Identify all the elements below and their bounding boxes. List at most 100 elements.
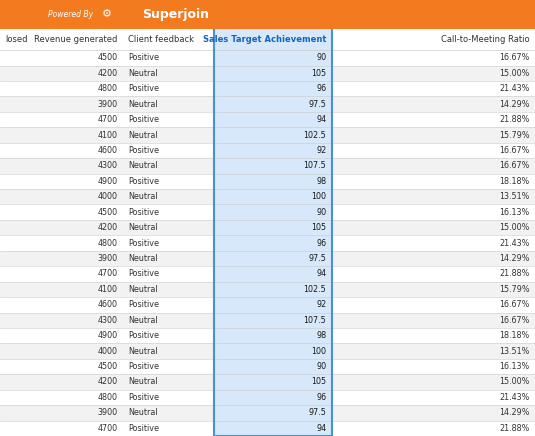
Text: ⚙: ⚙ [102,9,112,19]
FancyBboxPatch shape [0,251,535,266]
Text: Positive: Positive [128,269,159,279]
Text: 14.29%: 14.29% [499,254,530,263]
FancyBboxPatch shape [214,328,332,344]
FancyBboxPatch shape [0,174,535,189]
Text: 16.67%: 16.67% [499,300,530,309]
FancyBboxPatch shape [0,158,535,174]
Text: 21.88%: 21.88% [499,424,530,433]
Text: 3900: 3900 [97,100,118,109]
FancyBboxPatch shape [214,189,332,204]
Text: 105: 105 [311,69,326,78]
Text: 4500: 4500 [97,208,118,217]
Text: 98: 98 [316,331,326,340]
Text: Positive: Positive [128,53,159,62]
FancyBboxPatch shape [0,220,535,235]
FancyBboxPatch shape [214,235,332,251]
FancyBboxPatch shape [0,359,535,374]
Text: Positive: Positive [128,146,159,155]
Text: Powered By: Powered By [48,10,93,19]
Text: 94: 94 [316,424,326,433]
FancyBboxPatch shape [0,282,535,297]
FancyBboxPatch shape [0,112,535,127]
FancyBboxPatch shape [0,28,535,50]
FancyBboxPatch shape [0,96,535,112]
Text: 90: 90 [316,208,326,217]
FancyBboxPatch shape [0,143,535,158]
FancyBboxPatch shape [214,143,332,158]
Text: 4900: 4900 [97,177,118,186]
Text: 16.67%: 16.67% [499,146,530,155]
Text: 3900: 3900 [97,254,118,263]
Text: 4100: 4100 [98,130,118,140]
Text: Revenue generated: Revenue generated [34,35,118,44]
FancyBboxPatch shape [0,204,535,220]
Text: 15.79%: 15.79% [499,130,530,140]
Text: Neutral: Neutral [128,192,158,201]
FancyBboxPatch shape [0,374,535,390]
Text: 4100: 4100 [98,285,118,294]
Text: 21.43%: 21.43% [499,84,530,93]
FancyBboxPatch shape [0,313,535,328]
Text: Neutral: Neutral [128,69,158,78]
Text: Neutral: Neutral [128,347,158,356]
FancyBboxPatch shape [0,266,535,282]
Text: Positive: Positive [128,238,159,248]
Text: 97.5: 97.5 [309,100,326,109]
Text: Neutral: Neutral [128,285,158,294]
FancyBboxPatch shape [214,81,332,96]
Text: 107.5: 107.5 [303,316,326,325]
FancyBboxPatch shape [214,390,332,405]
Text: 4000: 4000 [98,347,118,356]
Text: Positive: Positive [128,424,159,433]
Text: 15.00%: 15.00% [499,223,530,232]
FancyBboxPatch shape [214,204,332,220]
Text: Superjoin: Superjoin [142,8,209,20]
Text: 21.43%: 21.43% [499,238,530,248]
FancyBboxPatch shape [0,189,535,204]
Text: 4300: 4300 [98,316,118,325]
FancyBboxPatch shape [0,50,535,65]
Text: 3900: 3900 [97,409,118,417]
Text: Call-to-Meeting Ratio: Call-to-Meeting Ratio [441,35,530,44]
FancyBboxPatch shape [0,81,535,96]
FancyBboxPatch shape [0,297,535,313]
FancyBboxPatch shape [214,174,332,189]
Text: 13.51%: 13.51% [499,347,530,356]
Text: Positive: Positive [128,115,159,124]
Text: Positive: Positive [128,300,159,309]
Text: Neutral: Neutral [128,130,158,140]
Text: 102.5: 102.5 [303,285,326,294]
Text: 16.67%: 16.67% [499,161,530,170]
FancyBboxPatch shape [214,50,332,65]
Text: Neutral: Neutral [128,223,158,232]
FancyBboxPatch shape [214,220,332,235]
Text: Positive: Positive [128,362,159,371]
FancyBboxPatch shape [214,266,332,282]
FancyBboxPatch shape [214,421,332,436]
FancyBboxPatch shape [0,421,535,436]
Text: 4600: 4600 [98,300,118,309]
FancyBboxPatch shape [0,390,535,405]
FancyBboxPatch shape [214,251,332,266]
Text: 100: 100 [311,192,326,201]
FancyBboxPatch shape [214,65,332,81]
Text: 98: 98 [316,177,326,186]
Text: Neutral: Neutral [128,161,158,170]
Text: 14.29%: 14.29% [499,100,530,109]
Text: 4300: 4300 [98,161,118,170]
Text: 4500: 4500 [97,53,118,62]
FancyBboxPatch shape [214,282,332,297]
Text: 18.18%: 18.18% [499,331,530,340]
FancyBboxPatch shape [0,344,535,359]
FancyBboxPatch shape [214,96,332,112]
FancyBboxPatch shape [0,0,535,28]
FancyBboxPatch shape [0,328,535,344]
Text: 16.67%: 16.67% [499,316,530,325]
Text: 4700: 4700 [97,269,118,279]
Text: 94: 94 [316,269,326,279]
FancyBboxPatch shape [214,344,332,359]
FancyBboxPatch shape [214,127,332,143]
FancyBboxPatch shape [214,359,332,374]
FancyBboxPatch shape [0,405,535,421]
FancyBboxPatch shape [0,127,535,143]
